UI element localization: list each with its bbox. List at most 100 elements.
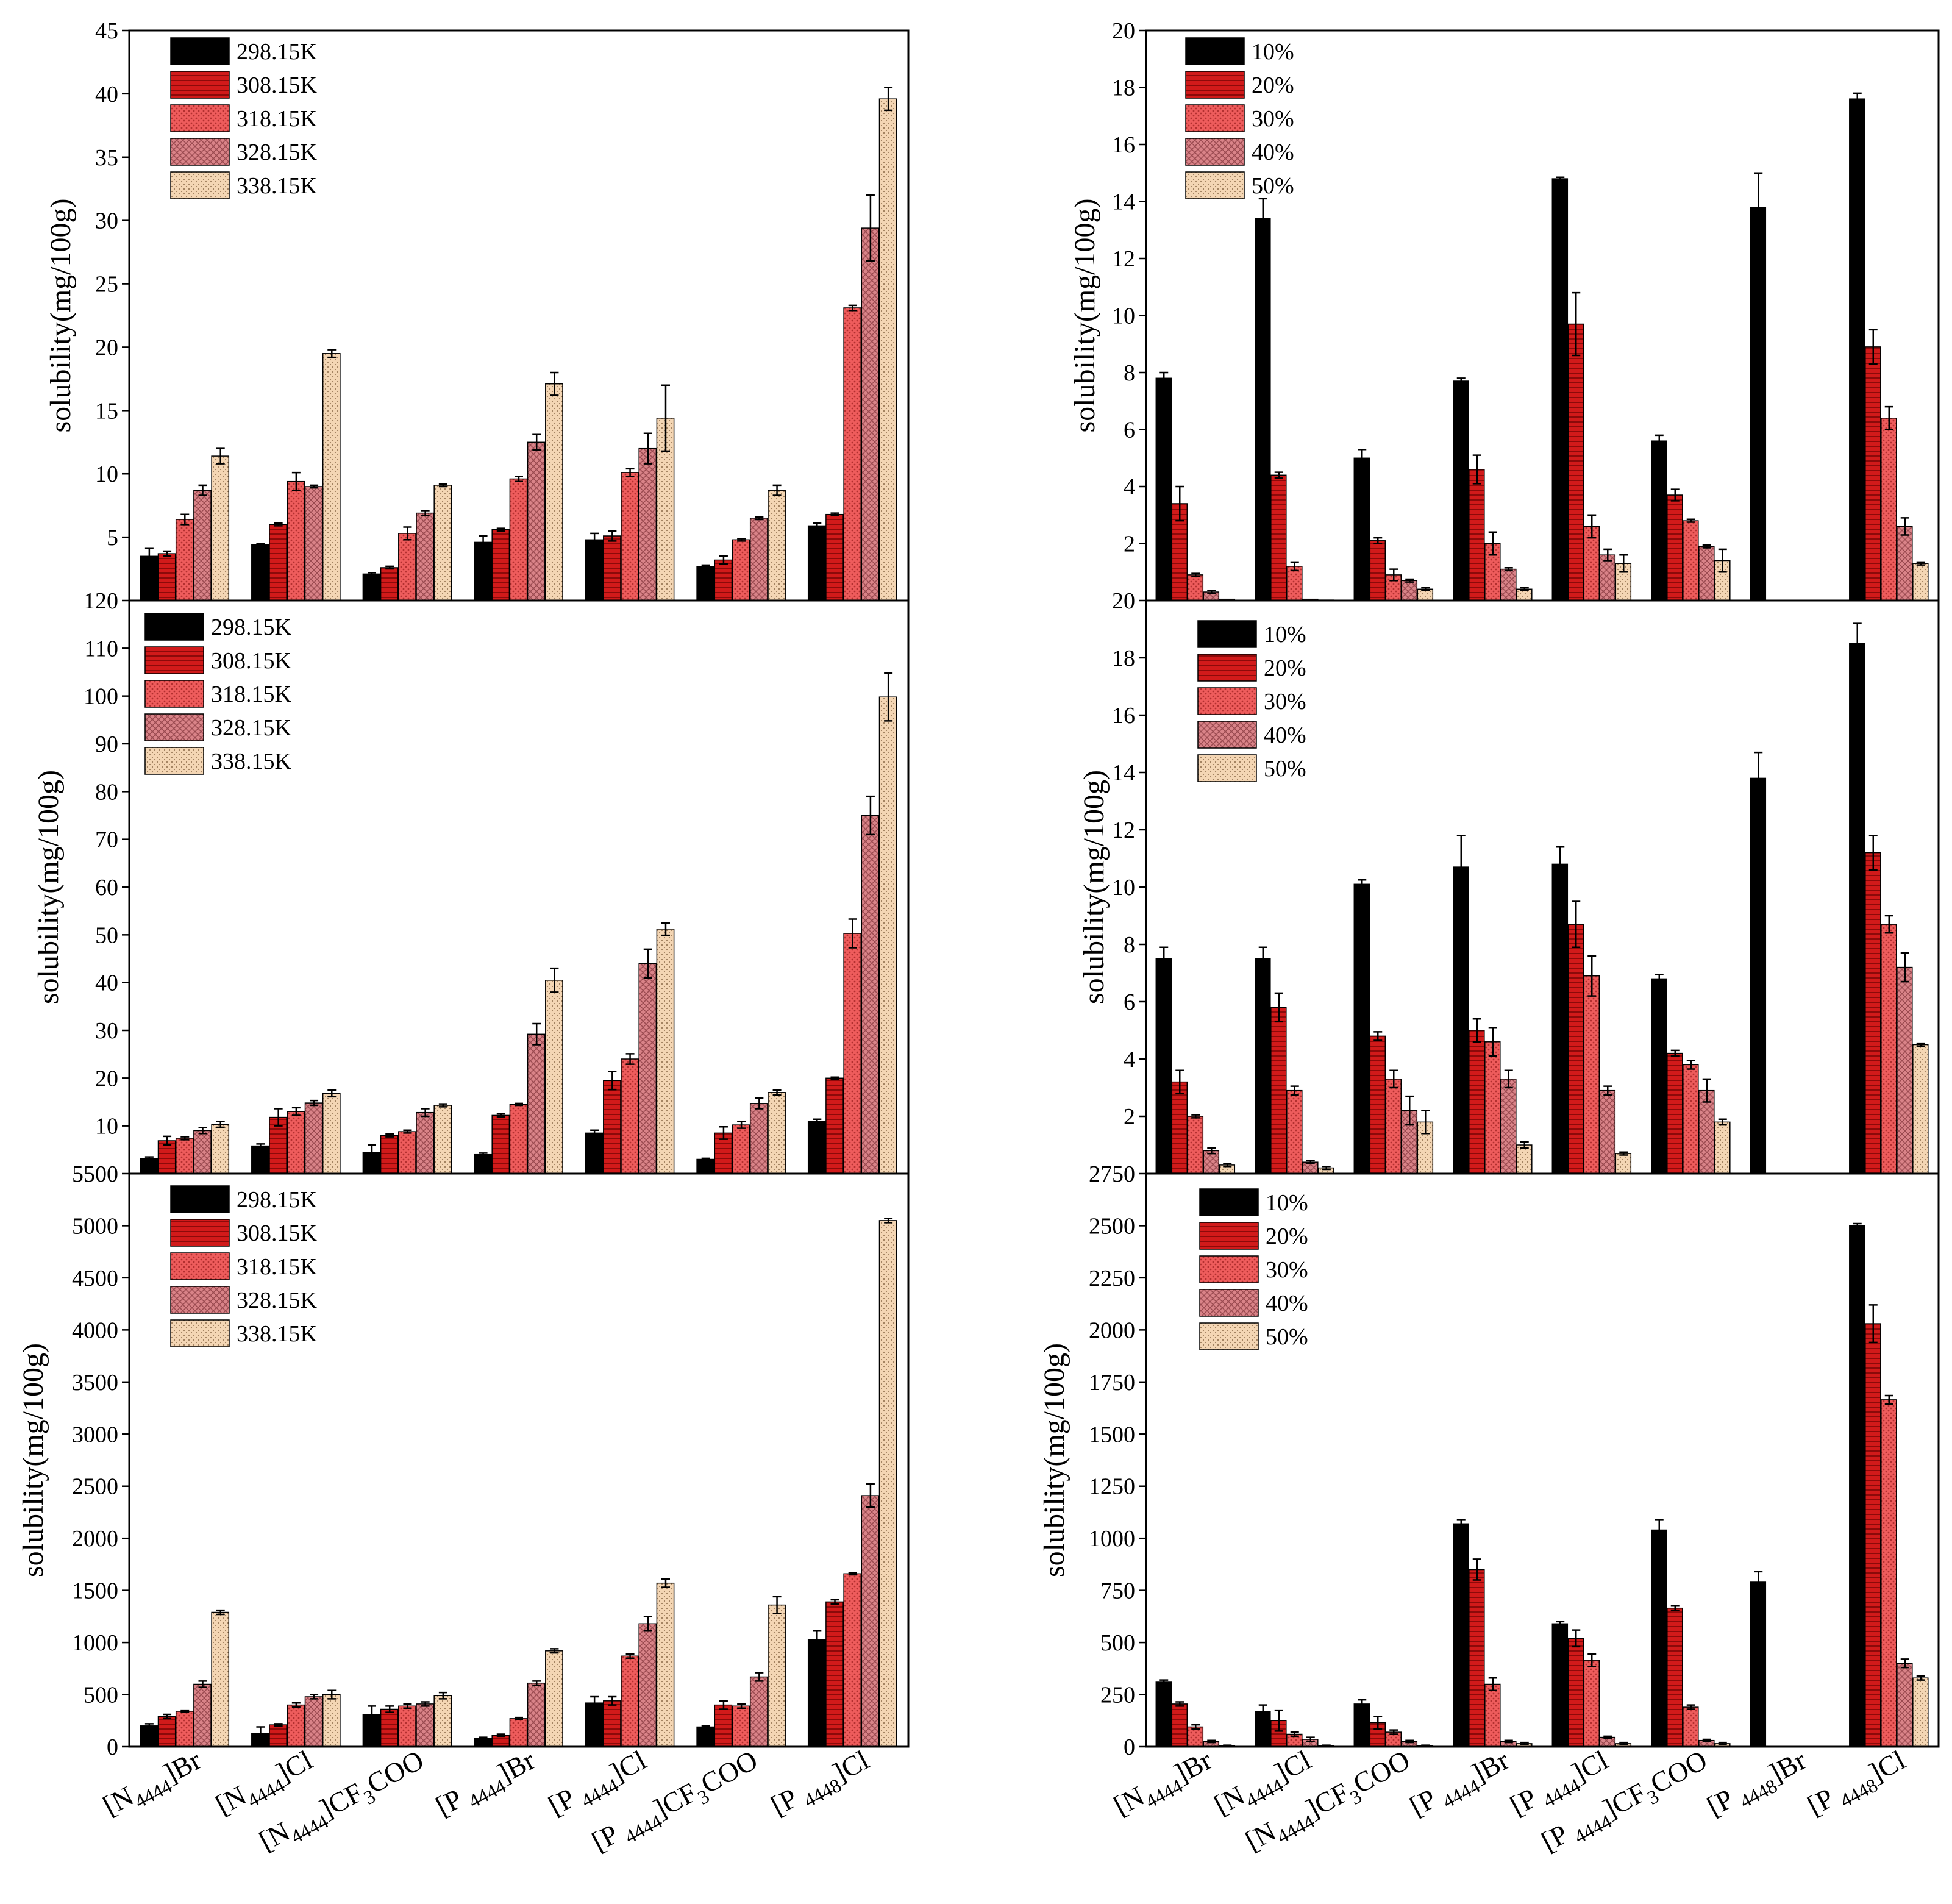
- error-bar: [403, 1703, 412, 1710]
- bar-1-318.15K-5: [621, 472, 639, 601]
- error-bar: [1853, 92, 1862, 105]
- error-bar: [1868, 835, 1878, 871]
- error-bar: [515, 1102, 523, 1107]
- legend-swatch: [170, 1252, 230, 1280]
- error-bar: [755, 1672, 764, 1682]
- error-bar: [1572, 900, 1581, 948]
- y-tick-label: 80: [95, 779, 118, 805]
- error-bar: [1853, 622, 1862, 665]
- error-bar: [1405, 578, 1414, 583]
- bar-1-338.15K-1: [211, 455, 230, 601]
- legend: 298.15K 308.15K 318.15K 328.15K 338.15K: [170, 1185, 318, 1347]
- y-tick-label: 1750: [1089, 1370, 1135, 1396]
- bar-3-328.15K-6: [749, 1676, 768, 1747]
- bar-1-298.15K-3: [362, 573, 381, 601]
- bar-4-30%-8: [1881, 418, 1897, 601]
- y-tick-label: 16: [1112, 132, 1135, 158]
- legend-swatch: [1197, 721, 1257, 749]
- bar-5-10%-5: [1551, 863, 1569, 1174]
- legend-swatch: [144, 747, 204, 775]
- bar-3-338.15K-6: [768, 1604, 786, 1747]
- bar-4-40%-6: [1698, 546, 1715, 601]
- y-tick-label: 10: [1112, 875, 1135, 900]
- bar-5-30%-4: [1484, 1041, 1501, 1174]
- bar-2-298.15K-7: [807, 1121, 826, 1174]
- bar-1-318.15K-3: [398, 533, 416, 601]
- error-bar: [291, 471, 301, 491]
- error-bar: [1587, 1653, 1597, 1667]
- error-bar: [1274, 471, 1283, 479]
- error-bar: [144, 1156, 154, 1161]
- error-bar: [1191, 1724, 1200, 1730]
- y-tick-label: 16: [1112, 703, 1135, 729]
- bar-1-328.15K-6: [749, 518, 768, 601]
- error-bar: [1472, 1018, 1481, 1043]
- bar-3-318.15K-2: [287, 1704, 305, 1747]
- legend: 298.15K 308.15K 318.15K 328.15K 338.15K: [144, 613, 292, 775]
- error-bar: [496, 527, 505, 532]
- error-bar: [1900, 517, 1909, 536]
- bar-4-40%-8: [1897, 526, 1913, 601]
- bar-1-318.15K-2: [287, 480, 305, 601]
- error-bar: [1572, 291, 1581, 357]
- error-bar: [701, 564, 710, 569]
- bar-6-50%-8: [1912, 1677, 1929, 1747]
- category-label: [N4444]Cl: [210, 1744, 319, 1825]
- bar-4-20%-3: [1369, 540, 1386, 601]
- bar-2-298.15K-5: [585, 1132, 604, 1174]
- error-bar: [421, 1108, 430, 1118]
- error-bar: [1389, 568, 1398, 582]
- bar-1-298.15K-7: [807, 525, 826, 601]
- bar-1-308.15K-2: [269, 524, 287, 601]
- error-bar: [532, 1680, 541, 1686]
- y-tick-label: 12: [1112, 818, 1135, 843]
- error-bar: [1421, 1110, 1430, 1135]
- error-bar: [1916, 1042, 1925, 1047]
- bar-4-10%-2: [1255, 218, 1271, 601]
- error-bar: [1207, 590, 1216, 594]
- legend-label: 308.15K: [211, 648, 292, 674]
- bar-1-318.15K-1: [175, 519, 194, 601]
- error-bar: [385, 1705, 394, 1713]
- error-bar: [385, 1133, 394, 1138]
- bar-1-328.15K-5: [638, 447, 657, 601]
- error-bar: [1884, 915, 1893, 934]
- error-bar: [643, 432, 652, 465]
- legend-label: 318.15K: [211, 682, 292, 707]
- legend-swatch: [170, 1219, 230, 1247]
- error-bar: [1290, 1085, 1299, 1096]
- error-bar: [884, 672, 893, 722]
- y-axis-label: solubility(mg/100g): [1078, 770, 1110, 1004]
- bar-5-20%-3: [1369, 1035, 1386, 1174]
- error-bar: [1520, 1741, 1529, 1745]
- legend-swatch: [1197, 754, 1257, 782]
- error-bar: [216, 1121, 225, 1128]
- error-bar: [813, 1630, 822, 1649]
- y-tick-label: 20: [1112, 18, 1135, 44]
- error-bar: [830, 512, 839, 517]
- legend-label: 40%: [1264, 722, 1306, 748]
- y-tick-label: 30: [95, 209, 118, 234]
- error-bar: [1587, 514, 1597, 539]
- bar-6-30%-5: [1583, 1660, 1600, 1747]
- error-bar: [1520, 1141, 1529, 1149]
- bar-5-40%-4: [1500, 1079, 1517, 1174]
- error-bar: [496, 1113, 505, 1118]
- error-bar: [590, 532, 599, 547]
- error-bar: [1853, 1222, 1862, 1229]
- error-bar: [1258, 946, 1267, 971]
- bar-5-40%-6: [1698, 1089, 1715, 1174]
- legend-label: 50%: [1266, 1324, 1308, 1350]
- error-bar: [1175, 1701, 1184, 1707]
- error-bar: [661, 922, 670, 936]
- error-bar: [1306, 1736, 1315, 1742]
- bar-5-30%-6: [1683, 1064, 1699, 1174]
- bar-4-20%-8: [1865, 346, 1881, 601]
- error-bar: [625, 468, 635, 477]
- legend-label: 40%: [1252, 140, 1294, 165]
- bar-2-298.15K-6: [696, 1158, 715, 1174]
- y-tick-label: 50: [95, 922, 118, 948]
- error-bar: [163, 1713, 172, 1720]
- error-bar: [1373, 537, 1383, 544]
- bar-3-298.15K-6: [696, 1726, 715, 1747]
